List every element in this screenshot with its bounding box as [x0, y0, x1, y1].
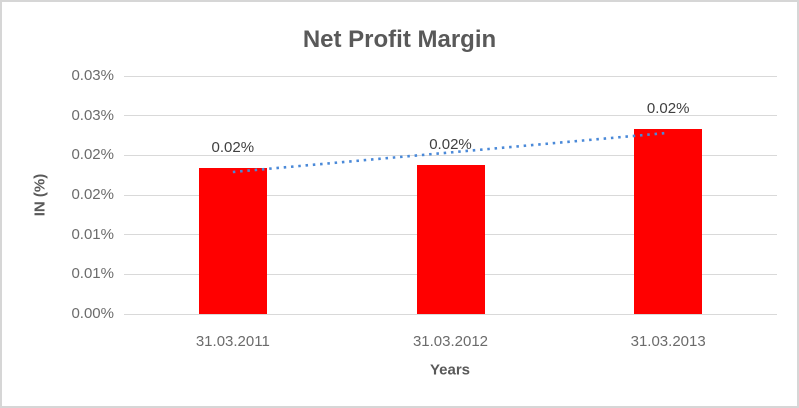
x-axis-tick-label: 31.03.2012 [412, 333, 489, 350]
bar-data-label: 0.02% [429, 135, 472, 153]
x-axis-title: Years [429, 361, 471, 379]
bar [634, 129, 703, 314]
gridline [124, 313, 777, 315]
y-axis-tick-label: 0.01% [71, 225, 114, 243]
chart-title: Net Profit Margin [302, 26, 497, 53]
gridline [124, 115, 777, 117]
bar-data-label: 0.02% [211, 139, 255, 157]
bar [416, 164, 485, 314]
bar-data-label: 0.02% [646, 100, 690, 118]
x-axis-tick-label: 31.03.2013 [630, 333, 706, 350]
y-axis-tick-label: 0.02% [71, 186, 114, 203]
gridline [124, 75, 777, 77]
bar [198, 168, 267, 314]
y-axis-tick-label: 0.02% [71, 146, 114, 164]
y-axis-tick-label: 0.01% [71, 265, 114, 283]
y-axis-tick-label: 0.00% [71, 305, 114, 322]
y-axis-tick-label: 0.03% [71, 67, 114, 84]
y-axis-tick-label: 0.03% [71, 106, 114, 124]
x-axis-tick-label: 31.03.2011 [195, 333, 270, 350]
